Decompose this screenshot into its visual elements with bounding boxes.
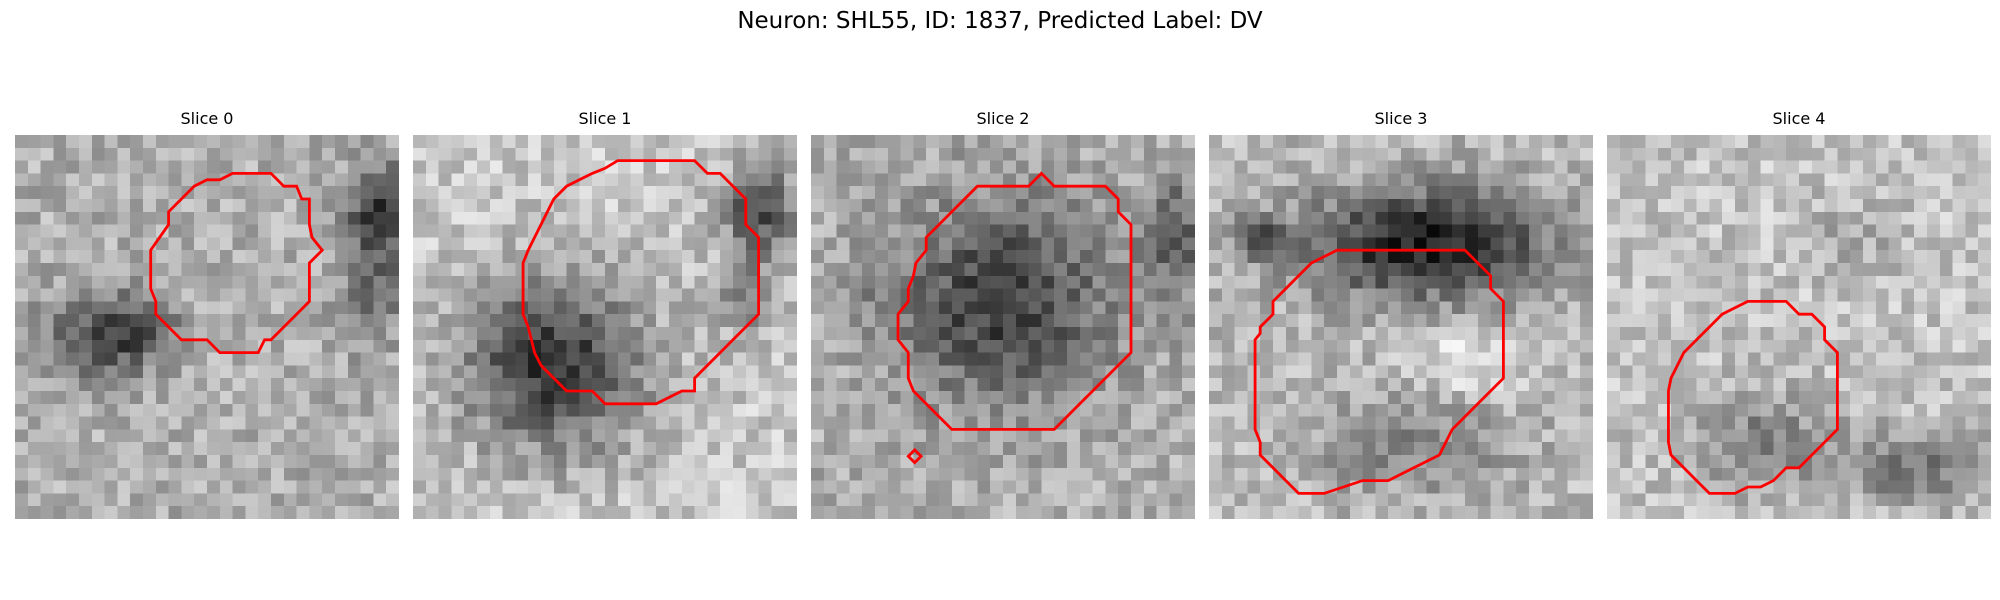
slice-panel-0: Slice 0 <box>15 108 399 519</box>
slice-title: Slice 1 <box>578 109 632 128</box>
figure-title: Neuron: SHL55, ID: 1837, Predicted Label… <box>737 8 1263 34</box>
slice-image <box>1607 135 1991 519</box>
slice-image <box>1209 135 1593 519</box>
slice-title: Slice 4 <box>1772 109 1826 128</box>
slice-panel-2: Slice 2 <box>811 108 1195 519</box>
slice-title: Slice 2 <box>976 109 1030 128</box>
slice-title: Slice 3 <box>1374 109 1428 128</box>
slice-title: Slice 0 <box>180 109 234 128</box>
slice-image <box>811 135 1195 519</box>
slice-image <box>413 135 797 519</box>
slice-panel-1: Slice 1 <box>413 108 797 519</box>
slice-image <box>15 135 399 519</box>
slice-panel-4: Slice 4 <box>1607 108 1991 519</box>
slice-panel-3: Slice 3 <box>1209 108 1593 519</box>
